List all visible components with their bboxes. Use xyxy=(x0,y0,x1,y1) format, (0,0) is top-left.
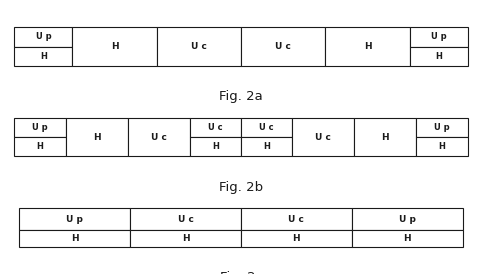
Bar xyxy=(241,27,325,66)
Bar xyxy=(190,118,241,137)
Text: U c: U c xyxy=(178,215,193,224)
Bar xyxy=(66,118,128,156)
Bar xyxy=(241,118,292,137)
Text: U p: U p xyxy=(399,215,416,224)
Text: U p: U p xyxy=(431,33,446,41)
Bar xyxy=(72,27,157,66)
Bar xyxy=(14,118,66,137)
Bar xyxy=(130,230,241,247)
Bar xyxy=(410,27,468,47)
Text: U c: U c xyxy=(191,42,207,51)
Text: H: H xyxy=(71,234,79,243)
Bar xyxy=(19,208,130,230)
Text: H: H xyxy=(364,42,371,51)
Bar xyxy=(190,137,241,156)
Bar xyxy=(241,208,352,230)
Text: H: H xyxy=(439,142,445,151)
Bar xyxy=(325,27,410,66)
Text: U c: U c xyxy=(315,133,331,141)
Bar xyxy=(354,118,416,156)
Bar xyxy=(416,137,468,156)
Bar xyxy=(352,230,463,247)
Text: U p: U p xyxy=(36,33,51,41)
Text: H: H xyxy=(293,234,300,243)
Bar xyxy=(157,27,241,66)
Text: U p: U p xyxy=(434,123,450,132)
Text: U c: U c xyxy=(289,215,304,224)
Text: H: H xyxy=(212,142,219,151)
Text: H: H xyxy=(263,142,270,151)
Text: Fig. 2c: Fig. 2c xyxy=(219,271,263,274)
Bar xyxy=(19,230,130,247)
Text: U c: U c xyxy=(151,133,167,141)
Text: H: H xyxy=(381,133,389,141)
Text: H: H xyxy=(37,142,43,151)
Bar xyxy=(14,27,72,47)
Bar xyxy=(241,137,292,156)
Text: U c: U c xyxy=(275,42,291,51)
Bar xyxy=(416,118,468,137)
Text: U c: U c xyxy=(208,123,223,132)
Text: Fig. 2b: Fig. 2b xyxy=(219,181,263,194)
Bar xyxy=(128,118,190,156)
Text: U p: U p xyxy=(32,123,48,132)
Bar xyxy=(352,208,463,230)
Text: H: H xyxy=(93,133,101,141)
Bar xyxy=(14,47,72,66)
Bar xyxy=(130,208,241,230)
Text: H: H xyxy=(40,52,47,61)
Bar xyxy=(14,137,66,156)
Text: Fig. 2a: Fig. 2a xyxy=(219,90,263,103)
Text: U p: U p xyxy=(66,215,83,224)
Text: H: H xyxy=(403,234,411,243)
Text: H: H xyxy=(111,42,118,51)
Bar xyxy=(292,118,354,156)
Text: U c: U c xyxy=(259,123,274,132)
Text: H: H xyxy=(182,234,189,243)
Bar xyxy=(410,47,468,66)
Text: H: H xyxy=(435,52,442,61)
Bar xyxy=(241,230,352,247)
